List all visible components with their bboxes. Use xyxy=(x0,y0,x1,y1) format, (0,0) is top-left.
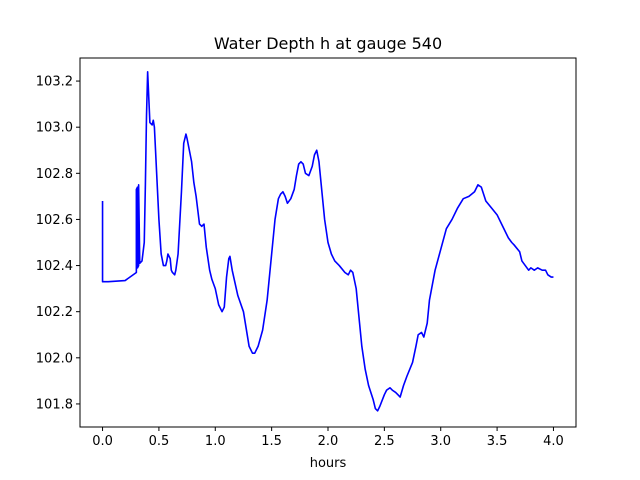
chart-title: Water Depth h at gauge 540 xyxy=(214,34,442,53)
y-tick-label: 103.0 xyxy=(36,121,73,136)
y-tick-label: 102.4 xyxy=(36,259,73,274)
plot-area xyxy=(101,71,554,412)
x-axis: 0.0 0.5 1.0 1.5 2.0 2.5 3.0 3.5 4.0 xyxy=(92,427,564,449)
y-tick-label: 102.8 xyxy=(36,167,73,182)
x-tick-label: 3.5 xyxy=(487,434,508,449)
series-line-0 xyxy=(101,71,554,412)
x-tick-label: 3.0 xyxy=(430,434,451,449)
y-tick-label: 103.2 xyxy=(36,75,73,90)
x-tick-label: 1.5 xyxy=(261,434,282,449)
x-tick-label: 1.0 xyxy=(205,434,226,449)
x-tick-label: 4.0 xyxy=(543,434,564,449)
y-axis: 101.8 102.0 102.2 102.4 102.6 102.8 103.0 103.2 xyxy=(36,75,80,412)
plot-frame xyxy=(79,57,577,428)
y-tick-label: 102.0 xyxy=(36,351,73,366)
x-tick-label: 2.5 xyxy=(374,434,395,449)
y-tick-label: 102.2 xyxy=(36,305,73,320)
y-tick-label: 101.8 xyxy=(36,397,73,412)
x-axis-label: hours xyxy=(310,456,347,471)
x-tick-label: 2.0 xyxy=(318,434,339,449)
x-tick-label: 0.0 xyxy=(92,434,113,449)
x-tick-label: 0.5 xyxy=(149,434,170,449)
y-tick-label: 102.6 xyxy=(36,213,73,228)
